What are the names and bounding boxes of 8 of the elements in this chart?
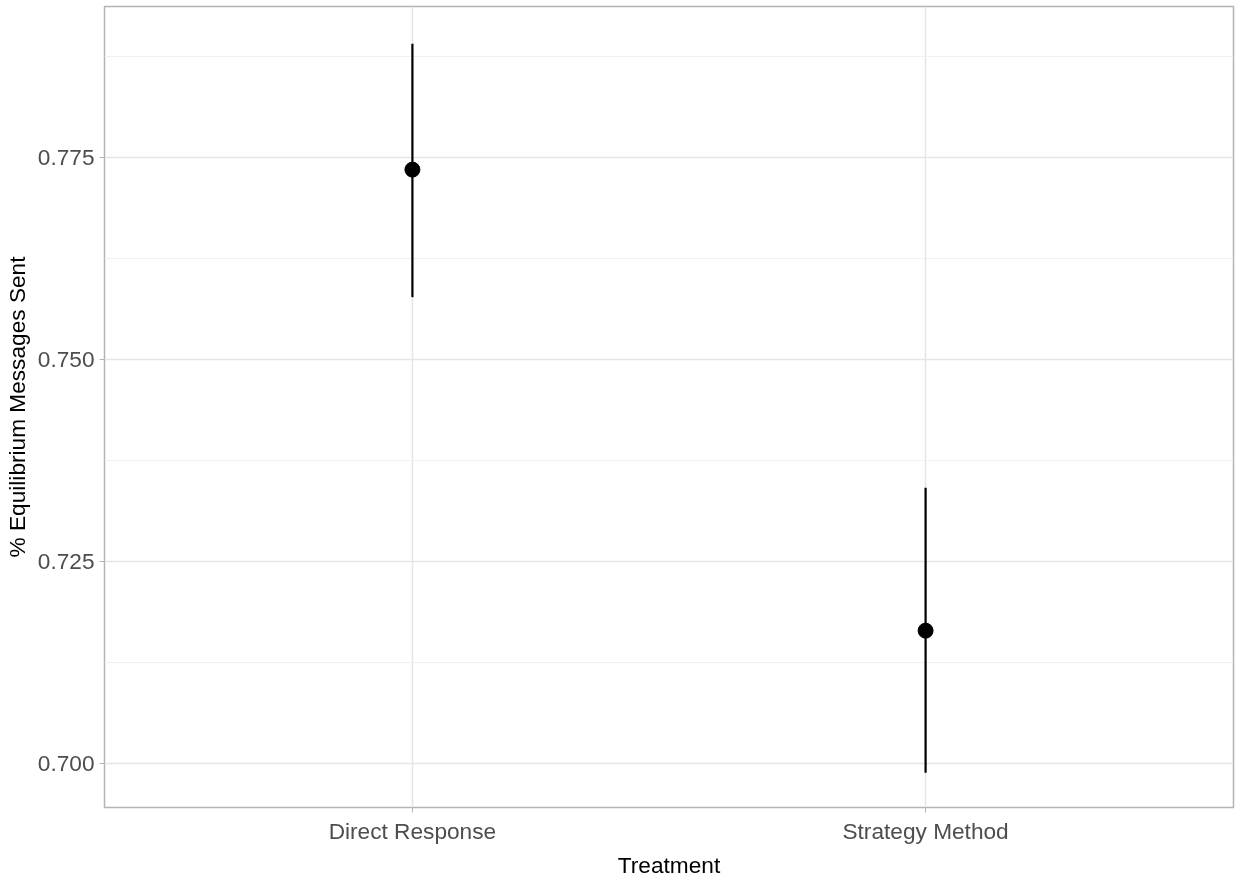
x-tick-label: Direct Response (328, 817, 497, 844)
x-tick-label: Strategy Method (842, 817, 1009, 844)
y-tick-label: 0.750 (37, 345, 95, 372)
y-tick-label: 0.775 (37, 143, 95, 170)
y-axis-title: % Equilibrium Messages Sent (3, 255, 30, 558)
y-tick-label: 0.700 (37, 749, 95, 776)
x-axis-title: Treatment (617, 851, 721, 878)
y-tick-label: 0.725 (37, 547, 95, 574)
